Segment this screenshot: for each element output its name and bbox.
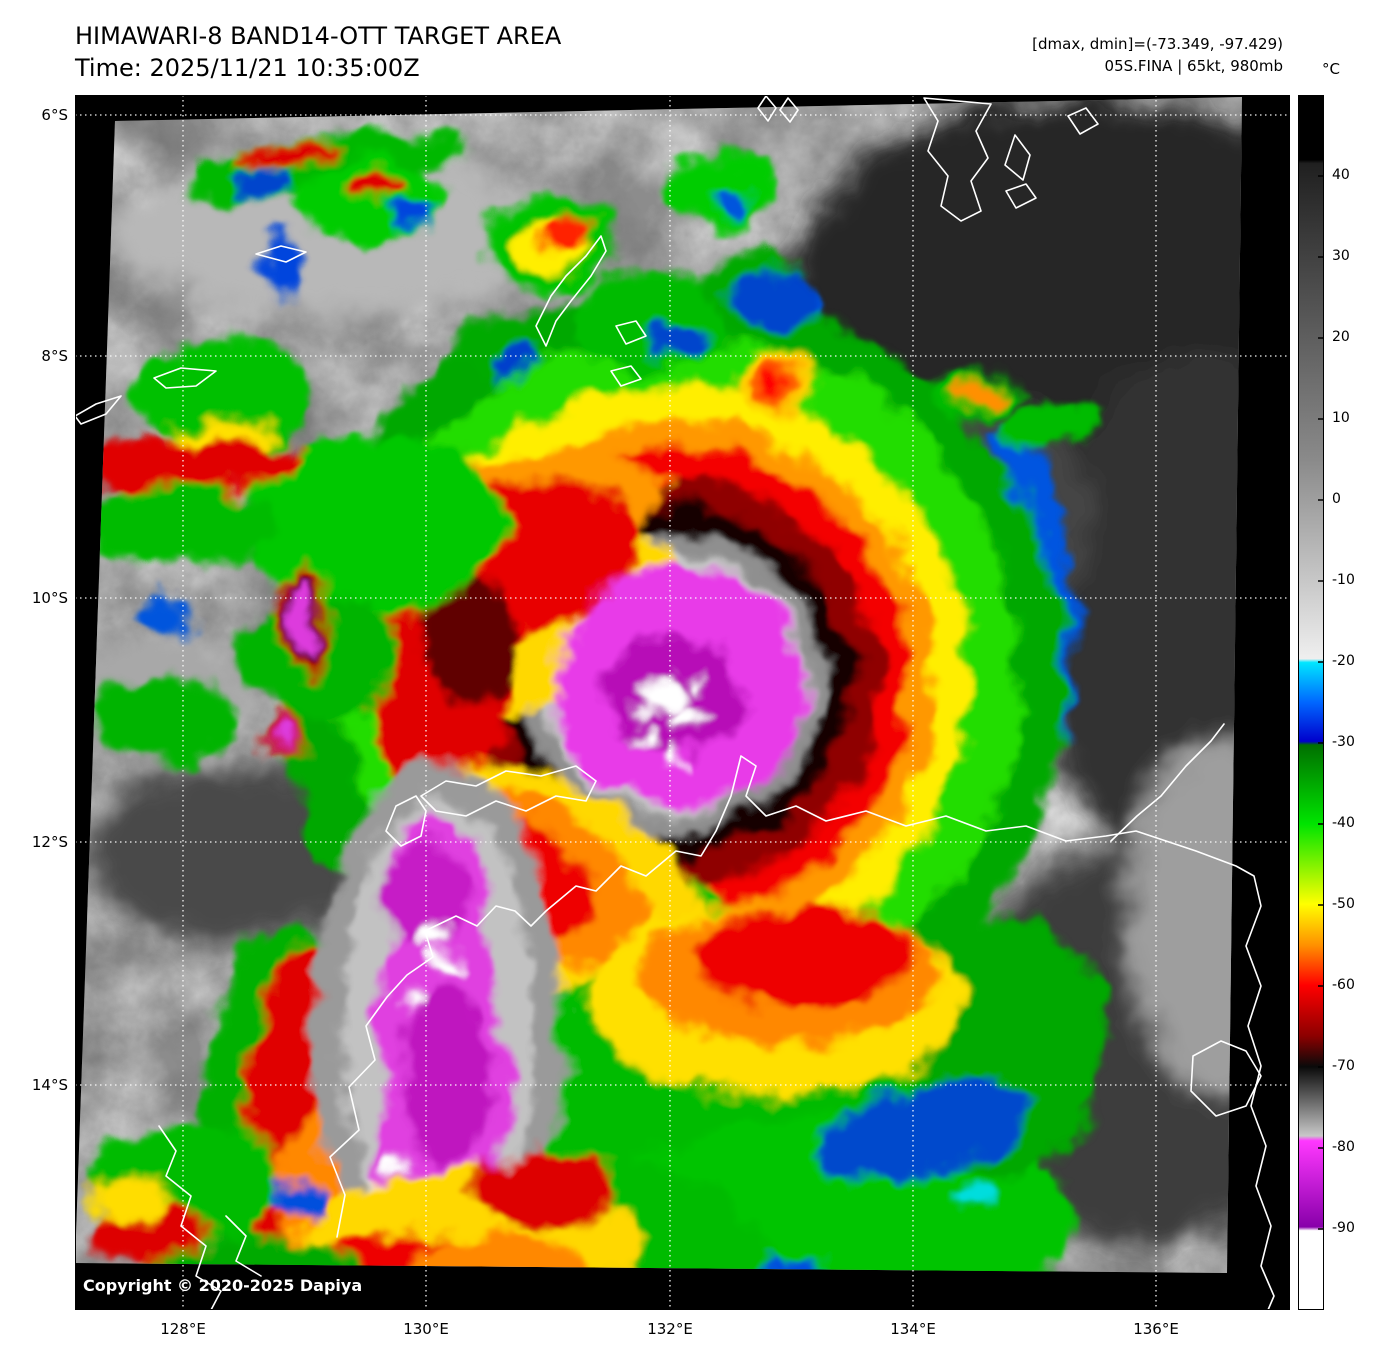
lat-tick-14s: 14°S — [31, 1076, 68, 1094]
colorbar-gradient — [1298, 95, 1324, 1310]
coastline-groote — [1190, 1040, 1262, 1117]
cb-tick-m50: -50 — [1332, 896, 1355, 912]
coastline-tanimbar-3 — [610, 365, 642, 387]
coastline-kai-2 — [779, 97, 799, 123]
coastline-timor-2 — [153, 367, 217, 389]
lon-tick-132e: 132°E — [647, 1320, 693, 1338]
cb-tick-m60: -60 — [1332, 977, 1355, 993]
page-title: HIMAWARI-8 BAND14-OTT TARGET AREA — [75, 22, 562, 50]
lon-tick-128e: 128°E — [160, 1320, 206, 1338]
colorbar-unit: °C — [1322, 60, 1340, 78]
cb-tick-40: 40 — [1332, 167, 1350, 183]
coastline-tiwi-melville — [420, 765, 597, 817]
coastline-kimberley-2 — [225, 1215, 262, 1277]
timestamp: Time: 2025/11/21 10:35:00Z — [75, 54, 420, 82]
cb-tick-m10: -10 — [1332, 572, 1355, 588]
cloud-field — [75, 97, 1242, 1273]
satellite-map — [75, 95, 1290, 1310]
convection — [75, 131, 1105, 1273]
coastline-aru-3 — [1067, 107, 1099, 135]
coastline-timor — [75, 395, 122, 425]
cb-tick-m20: -20 — [1332, 653, 1355, 669]
coastline-tanimbar-2 — [615, 320, 647, 345]
lon-tick-134e: 134°E — [890, 1320, 936, 1338]
coastline-aru — [923, 97, 992, 222]
dmax-dmin-readout: [dmax, dmin]=(-73.349, -97.429) — [1032, 35, 1283, 53]
coastline-australia — [329, 755, 1275, 1310]
colorbar-tickmarks — [1318, 175, 1324, 1230]
copyright-text: Copyright © 2020-2025 Dapiya — [83, 1276, 363, 1295]
lon-tick-136e: 136°E — [1133, 1320, 1179, 1338]
cb-tick-m90: -90 — [1332, 1220, 1355, 1236]
cb-tick-0: 0 — [1332, 491, 1341, 507]
plot-frame — [75, 95, 1290, 1310]
coastline-tanimbar — [535, 235, 607, 347]
coastlines — [75, 95, 1275, 1310]
cb-tick-m40: -40 — [1332, 815, 1355, 831]
lat-tick-10s: 10°S — [31, 589, 68, 607]
cb-tick-m70: -70 — [1332, 1058, 1355, 1074]
coastline-aru-2 — [1005, 183, 1037, 209]
cb-tick-m80: -80 — [1332, 1139, 1355, 1155]
coastline-kimberley — [158, 1125, 222, 1310]
lon-tick-130e: 130°E — [403, 1320, 449, 1338]
lat-tick-12s: 12°S — [31, 833, 68, 851]
cb-tick-10: 10 — [1332, 410, 1350, 426]
coastline-wessel — [1110, 723, 1225, 842]
coastline-kai — [757, 95, 777, 122]
cyclone-eye-overcast — [556, 568, 803, 808]
lat-tick-6s: 6°S — [41, 106, 68, 124]
coastline-islets — [255, 245, 307, 263]
cb-tick-m30: -30 — [1332, 734, 1355, 750]
colorbar — [1298, 95, 1324, 1310]
cb-tick-20: 20 — [1332, 329, 1350, 345]
lat-tick-8s: 8°S — [41, 347, 68, 365]
cb-tick-30: 30 — [1332, 248, 1350, 264]
storm-info: 05S.FINA | 65kt, 980mb — [1104, 57, 1283, 75]
coastline-aru-4 — [1004, 134, 1031, 181]
